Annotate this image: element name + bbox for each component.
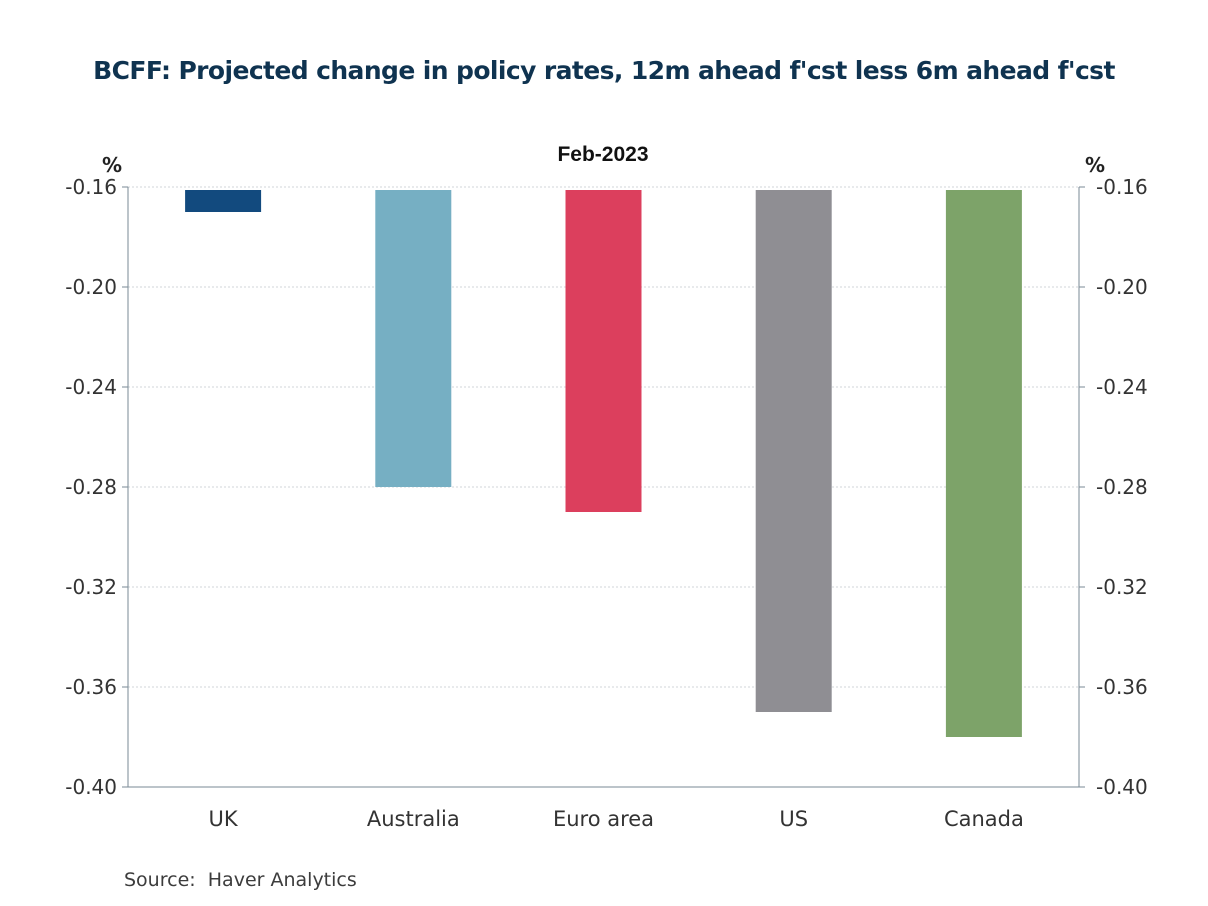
source-label: Source:: [124, 869, 196, 891]
gridlines: [128, 186, 1079, 688]
chart-title: BCFF: Projected change in policy rates, …: [93, 56, 1115, 85]
left-y-tick-label: -0.20: [65, 275, 117, 299]
right-y-tick-label: -0.32: [1096, 575, 1148, 599]
source-text: Haver Analytics: [207, 869, 357, 891]
left-axis-unit: %: [102, 153, 122, 177]
left-y-tick-label: -0.36: [65, 675, 117, 699]
bar-australia: [375, 190, 452, 487]
right-y-tick-label: -0.28: [1096, 475, 1148, 499]
left-y-tick-label: -0.28: [65, 475, 117, 499]
right-y-tick-label: -0.36: [1096, 675, 1148, 699]
left-y-tick-label: -0.16: [65, 175, 117, 199]
chart-subtitle: Feb-2023: [557, 143, 648, 166]
x-category-label: Australia: [367, 807, 460, 831]
x-category-label: Euro area: [553, 807, 654, 831]
right-y-tick-label: -0.20: [1096, 275, 1148, 299]
bar-euro-area: [565, 190, 642, 512]
x-category-label: Canada: [944, 807, 1024, 831]
left-y-tick-label: -0.24: [65, 375, 117, 399]
bar-us: [755, 190, 832, 712]
tick-labels: -0.16 -0.16 -0.20 -0.20 -0.24 -0.24 -0.28 -0.28…: [65, 175, 1148, 831]
right-y-tick-label: -0.24: [1096, 375, 1148, 399]
left-y-tick-label: -0.40: [65, 775, 117, 799]
right-y-tick-label: -0.16: [1096, 175, 1148, 199]
bar-canada: [945, 190, 1022, 737]
bars: [185, 190, 1022, 737]
x-category-label: UK: [209, 807, 239, 831]
right-axis-unit: %: [1085, 153, 1105, 177]
x-category-label: US: [779, 807, 808, 831]
left-y-tick-label: -0.32: [65, 575, 117, 599]
right-y-tick-label: -0.40: [1096, 775, 1148, 799]
bar-uk: [185, 190, 262, 212]
source-note: Source: Haver Analytics: [124, 869, 357, 891]
